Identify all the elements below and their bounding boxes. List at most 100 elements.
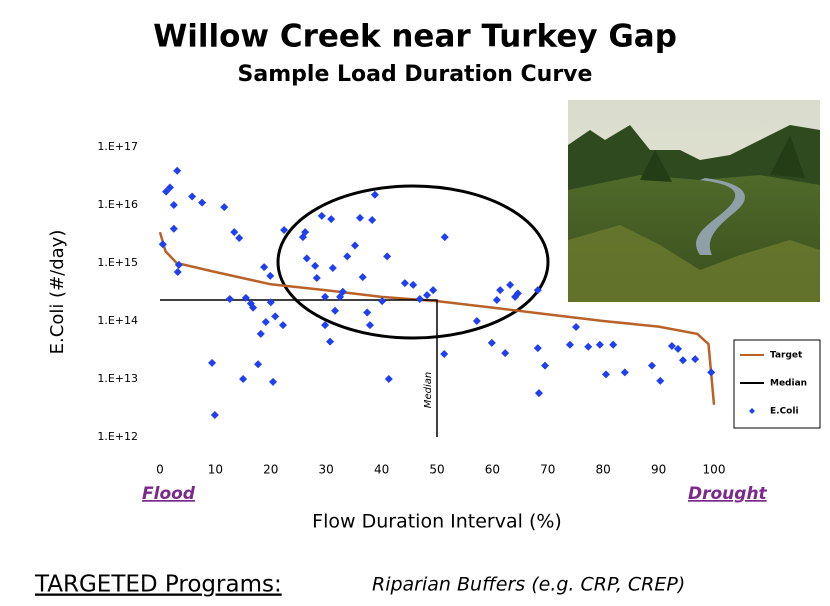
data-point	[261, 318, 270, 327]
data-point	[440, 349, 449, 358]
data-point	[169, 224, 178, 233]
drought-label: Drought	[688, 484, 768, 504]
data-point	[534, 389, 543, 398]
data-point	[423, 291, 432, 300]
data-point	[506, 280, 515, 289]
data-point	[239, 375, 248, 383]
data-point	[383, 252, 392, 261]
data-point	[409, 280, 418, 289]
data-point	[595, 340, 604, 349]
data-point	[338, 287, 347, 296]
data-point	[271, 312, 280, 321]
x-tick-label: 70	[540, 463, 555, 477]
data-point	[487, 338, 496, 347]
data-point	[230, 228, 239, 237]
data-point	[220, 203, 229, 212]
data-point	[541, 361, 550, 370]
data-point	[278, 321, 287, 330]
data-point	[254, 360, 263, 369]
data-point	[533, 286, 542, 295]
data-point	[415, 294, 424, 303]
data-point	[210, 410, 219, 419]
data-point	[678, 356, 687, 365]
data-point	[691, 355, 700, 364]
data-point	[336, 292, 345, 301]
chart-title: Willow Creek near Turkey Gap	[153, 19, 677, 55]
footer-programs: Riparian Buffers (e.g. CRP, CREP)	[372, 574, 685, 596]
data-point	[158, 240, 167, 249]
data-point	[235, 233, 244, 242]
data-point	[343, 252, 352, 261]
data-point	[440, 233, 449, 242]
y-tick-label: 1.E+15	[97, 256, 138, 269]
data-point	[225, 294, 234, 303]
data-point	[280, 226, 289, 235]
data-point	[673, 344, 682, 353]
data-point	[311, 261, 320, 270]
data-point	[241, 293, 250, 302]
median-label: Median	[423, 372, 434, 408]
data-point	[370, 190, 379, 199]
y-tick-label: 1.E+12	[97, 430, 138, 443]
y-tick-label: 1.E+13	[97, 372, 138, 385]
data-point	[620, 368, 629, 377]
data-point	[351, 241, 360, 250]
series-line	[160, 299, 438, 437]
data-point	[321, 321, 330, 330]
legend: Target Median E.Coli	[733, 339, 821, 429]
legend-label: E.Coli	[770, 407, 799, 417]
data-point	[363, 308, 372, 317]
data-point	[429, 286, 438, 295]
flood-label: Flood	[142, 484, 196, 504]
data-point	[492, 296, 501, 305]
legend-label: Target	[770, 351, 803, 361]
y-tick-label: 1.E+16	[97, 198, 138, 211]
legend-swatch	[749, 408, 755, 414]
data-point	[317, 211, 326, 220]
x-tick-label: 60	[485, 463, 500, 477]
data-point	[312, 274, 321, 283]
x-axis-label: Flow Duration Interval (%)	[312, 511, 562, 533]
data-point	[667, 342, 676, 351]
data-point	[328, 263, 337, 272]
data-point	[327, 215, 336, 224]
chart-subtitle: Sample Load Duration Curve	[238, 62, 593, 87]
x-tick-label: 40	[374, 463, 389, 477]
y-tick-label: 1.E+14	[97, 314, 138, 327]
x-tick-label: 100	[703, 463, 726, 477]
data-point	[565, 340, 574, 349]
data-point	[365, 321, 374, 330]
x-tick-label: 80	[596, 463, 611, 477]
footer-heading: TARGETED Programs:	[34, 572, 282, 598]
data-point	[256, 329, 265, 338]
y-tick-label: 1.E+17	[97, 140, 138, 153]
data-point	[269, 377, 278, 386]
data-point	[533, 344, 542, 353]
data-point	[198, 198, 207, 207]
data-point	[260, 263, 269, 272]
data-point	[472, 317, 481, 325]
data-point	[249, 303, 258, 312]
x-tick-label: 50	[429, 463, 444, 477]
x-tick-label: 10	[208, 463, 223, 477]
x-tick-label: 0	[156, 463, 164, 477]
data-point	[609, 340, 618, 349]
x-tick-label: 30	[319, 463, 334, 477]
data-point	[266, 271, 275, 280]
data-point	[355, 213, 364, 222]
data-point	[707, 368, 716, 377]
data-point	[601, 370, 610, 379]
data-point	[584, 342, 593, 351]
data-point	[326, 337, 335, 346]
data-point	[301, 228, 310, 237]
data-point	[173, 166, 182, 175]
data-point	[400, 279, 409, 288]
data-point	[501, 349, 510, 358]
photo	[568, 100, 820, 302]
data-point	[647, 361, 656, 370]
data-point	[358, 273, 367, 282]
data-point	[368, 216, 377, 225]
data-point	[656, 376, 665, 385]
data-point	[302, 254, 311, 263]
data-point	[321, 292, 330, 301]
